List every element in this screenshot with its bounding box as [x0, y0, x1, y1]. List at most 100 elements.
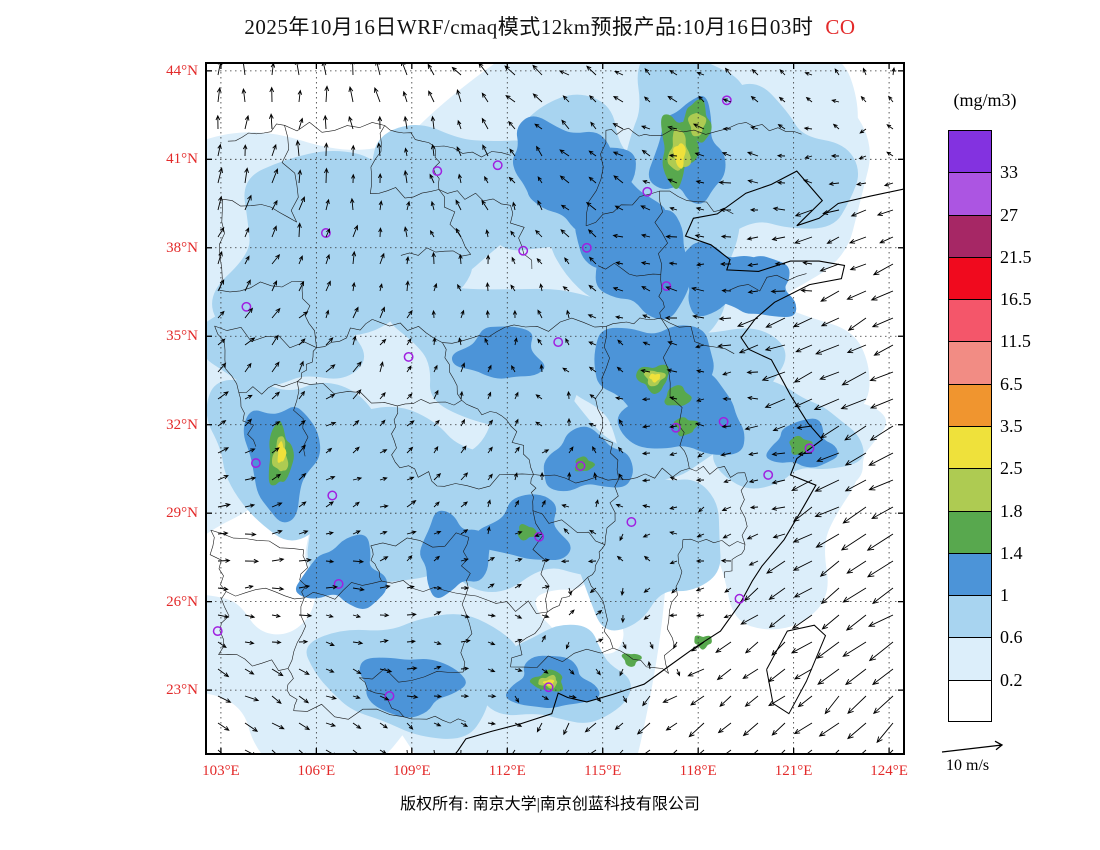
wind-arrow	[669, 207, 678, 211]
wind-arrow	[688, 722, 705, 738]
wind-arrow	[565, 641, 570, 650]
wind-arrow	[695, 422, 705, 427]
wind-arrow	[724, 587, 732, 593]
wind-arrow	[379, 419, 386, 427]
wind-arrow	[687, 668, 705, 677]
wind-arrow	[612, 123, 624, 130]
wind-arrow	[822, 209, 840, 215]
wind-arrow	[667, 95, 678, 103]
wind-vectors	[215, 62, 896, 755]
wind-arrow	[217, 226, 225, 238]
wind-arrow	[871, 506, 894, 520]
wind-arrow	[568, 668, 575, 675]
wind-arrow	[271, 168, 279, 184]
wind-arrow	[217, 447, 230, 454]
wind-arrow	[217, 195, 223, 211]
province-boundary	[370, 187, 439, 199]
province-boundary	[400, 247, 471, 257]
wind-arrow	[511, 749, 516, 755]
lon-label: 115°E	[584, 763, 622, 779]
wind-arrow	[588, 256, 597, 265]
wind-arrow	[487, 583, 495, 589]
wind-arrow	[456, 89, 462, 103]
city-marker	[327, 490, 338, 501]
wind-arrow	[217, 531, 229, 536]
wind-arrow	[352, 446, 360, 454]
wind-arrow	[668, 261, 678, 266]
province-boundary	[381, 580, 466, 595]
wind-arrow	[842, 641, 867, 657]
province-boundary	[533, 474, 619, 484]
wind-arrow	[615, 261, 624, 266]
wind-arrow	[541, 558, 550, 563]
wind-arrow	[406, 612, 417, 617]
wind-arrow	[716, 668, 732, 681]
province-boundary	[438, 189, 511, 206]
wind-arrow	[819, 560, 840, 577]
wind-arrow	[847, 317, 867, 331]
wind-arrow	[535, 394, 543, 400]
city-marker	[553, 337, 564, 348]
wind-arrow	[433, 585, 443, 591]
province-boundary	[654, 191, 668, 275]
province-boundary	[225, 587, 305, 600]
wind-arrow	[869, 398, 894, 409]
wind-arrow	[298, 255, 303, 265]
wind-arrow	[771, 451, 786, 457]
wind-arrow	[406, 393, 413, 400]
wind-arrow	[457, 119, 462, 130]
province-boundary	[513, 317, 607, 332]
wind-arrow	[379, 392, 386, 400]
wind-arrow	[568, 446, 574, 454]
wind-arrow	[640, 261, 651, 266]
wind-reference	[938, 738, 1034, 778]
province-boundary	[660, 317, 735, 354]
wind-arrow	[841, 371, 867, 386]
wind-arrow	[433, 419, 440, 427]
wind-arrow	[379, 504, 389, 509]
lon-label: 106°E	[297, 763, 336, 779]
wind-arrow	[641, 451, 651, 456]
province-boundary	[682, 538, 746, 547]
wind-arrow	[298, 419, 306, 427]
wind-arrow	[379, 556, 389, 562]
wind-arrow	[848, 236, 867, 244]
wind-arrow	[820, 317, 840, 327]
wind-arrow	[217, 143, 222, 157]
wind-arrow	[482, 144, 489, 157]
wind-arrow	[513, 472, 518, 481]
colorbar-box	[948, 426, 992, 470]
wind-arrow	[721, 506, 732, 511]
wind-arrow	[643, 555, 651, 562]
lat-label: 41°N	[166, 151, 198, 168]
wind-arrow	[379, 584, 391, 589]
colorbar-label: 27	[1000, 204, 1018, 225]
wind-arrow	[721, 152, 732, 157]
wind-arrow	[481, 199, 489, 211]
wind-arrow	[664, 315, 678, 321]
wind-arrow	[352, 361, 362, 373]
wind-arrow	[692, 314, 705, 319]
wind-arrow	[403, 226, 408, 238]
lon-label: 124°E	[870, 763, 908, 779]
wind-arrow	[667, 341, 678, 346]
wind-arrow	[428, 90, 435, 103]
province-boundary	[737, 122, 802, 135]
city-marker	[626, 517, 637, 527]
field-blob	[789, 435, 813, 455]
province-boundary	[238, 392, 257, 447]
wind-arrow	[794, 209, 813, 217]
wind-arrow	[790, 641, 813, 654]
wind-arrow	[794, 398, 813, 408]
colorbar-label: 6.5	[1000, 373, 1023, 394]
wind-arrow	[244, 722, 259, 732]
wind-arrow	[271, 199, 278, 211]
wind-arrow	[514, 614, 523, 619]
wind-arrow	[268, 113, 274, 130]
wind-arrow	[487, 641, 496, 646]
wind-arrow	[641, 285, 651, 292]
wind-arrow	[720, 234, 732, 239]
wind-arrow	[244, 307, 254, 319]
wind-arrow	[873, 344, 894, 356]
province-boundary	[597, 409, 620, 479]
